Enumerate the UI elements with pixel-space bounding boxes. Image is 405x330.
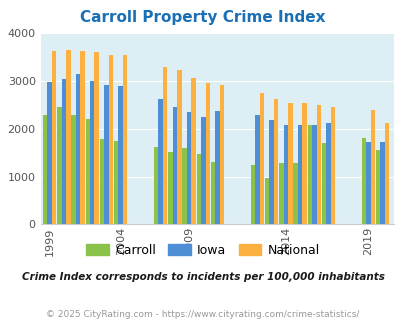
Bar: [100, 139, 104, 224]
Bar: [52, 51, 56, 224]
Bar: [302, 103, 306, 224]
Bar: [182, 148, 186, 224]
Bar: [259, 93, 263, 224]
Bar: [186, 113, 191, 224]
Bar: [196, 153, 200, 224]
Bar: [153, 147, 158, 224]
Bar: [293, 163, 297, 224]
Bar: [109, 55, 113, 224]
Bar: [215, 112, 219, 224]
Bar: [283, 125, 288, 224]
Bar: [158, 99, 162, 224]
Bar: [94, 52, 99, 224]
Text: Carroll Property Crime Index: Carroll Property Crime Index: [80, 10, 325, 25]
Bar: [379, 142, 384, 224]
Bar: [47, 82, 52, 224]
Bar: [330, 107, 335, 224]
Bar: [370, 110, 374, 224]
Bar: [269, 119, 273, 224]
Bar: [114, 141, 118, 224]
Bar: [250, 165, 254, 224]
Bar: [43, 115, 47, 224]
Bar: [76, 74, 80, 224]
Bar: [123, 55, 127, 224]
Bar: [297, 125, 302, 224]
Text: © 2025 CityRating.com - https://www.cityrating.com/crime-statistics/: © 2025 CityRating.com - https://www.city…: [46, 310, 359, 319]
Bar: [361, 138, 365, 224]
Bar: [57, 107, 62, 224]
Bar: [375, 150, 379, 224]
Bar: [311, 125, 316, 224]
Bar: [104, 85, 109, 224]
Bar: [177, 70, 181, 224]
Bar: [172, 107, 177, 224]
Bar: [264, 178, 269, 224]
Text: Crime Index corresponds to incidents per 100,000 inhabitants: Crime Index corresponds to incidents per…: [21, 272, 384, 282]
Bar: [191, 78, 195, 224]
Bar: [210, 162, 215, 224]
Bar: [307, 125, 311, 224]
Bar: [80, 51, 85, 224]
Bar: [66, 50, 70, 224]
Bar: [85, 119, 90, 224]
Bar: [326, 123, 330, 224]
Bar: [118, 86, 123, 224]
Legend: Carroll, Iowa, National: Carroll, Iowa, National: [81, 239, 324, 262]
Bar: [162, 67, 167, 224]
Bar: [219, 85, 224, 224]
Bar: [205, 83, 209, 224]
Bar: [200, 117, 205, 224]
Bar: [365, 142, 370, 224]
Bar: [71, 115, 76, 224]
Bar: [384, 123, 388, 224]
Bar: [62, 79, 66, 224]
Bar: [321, 143, 326, 224]
Bar: [273, 99, 278, 224]
Bar: [316, 105, 320, 224]
Bar: [90, 81, 94, 224]
Bar: [254, 115, 259, 224]
Bar: [168, 152, 172, 224]
Bar: [288, 103, 292, 224]
Bar: [278, 163, 283, 224]
